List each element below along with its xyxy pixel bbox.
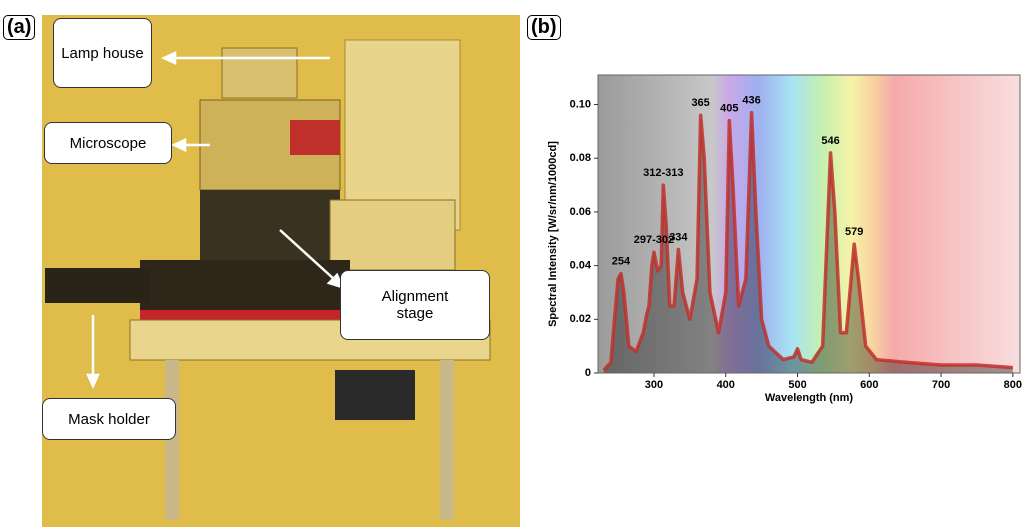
stage-block: [200, 190, 340, 265]
lamp-head: [221, 47, 298, 99]
x-tick-label: 400: [717, 379, 735, 391]
y-tick-label: 0.08: [570, 152, 591, 164]
y-tick-label: 0.04: [570, 260, 592, 272]
controller: [335, 370, 415, 420]
peak-label: 312-313: [643, 167, 683, 179]
peak-label: 334: [669, 231, 688, 243]
peak-label: 297-302: [634, 234, 674, 246]
x-tick-label: 500: [788, 379, 806, 391]
mask-holder: [45, 268, 150, 303]
peak-label: 436: [742, 94, 760, 106]
peak-label: 365: [691, 97, 709, 109]
x-tick-label: 600: [860, 379, 878, 391]
y-axis-label: Spectral Intensity [W/sr/nm/1000cd]: [547, 141, 559, 327]
x-tick-label: 700: [932, 379, 950, 391]
callout: Alignment stage: [340, 270, 490, 340]
y-tick-label: 0.02: [570, 313, 591, 325]
plot-frame: [597, 74, 1021, 374]
peak-label: 546: [821, 135, 839, 147]
peak-label: 579: [845, 226, 863, 238]
callout: Lamp house: [53, 18, 152, 88]
peak-label: 405: [720, 103, 738, 115]
x-tick-label: 300: [645, 379, 663, 391]
panel-label: (b): [527, 15, 561, 40]
y-tick-label: 0: [585, 367, 591, 379]
plot: 0 0.02 0.04 0.06 0.08 0.10 300 400 500 600 700 800 W…: [547, 74, 1022, 404]
red-panel: [290, 120, 340, 155]
area: [603, 112, 1013, 374]
callout: Microscope: [44, 122, 172, 164]
x-axis-label: Wavelength (nm): [765, 392, 854, 404]
control-panel: [329, 199, 456, 271]
callout: Mask holder: [42, 398, 176, 440]
y-tick-label: 0.06: [570, 206, 591, 218]
spectrum-background: [598, 75, 1020, 373]
table-leg: [165, 360, 179, 520]
peak-label: 254: [612, 256, 631, 268]
x-tick-label: 800: [1004, 379, 1022, 391]
panel-label: (a): [3, 15, 36, 40]
y-tick-label: 0.10: [570, 98, 591, 110]
arrows: [86, 51, 345, 390]
spectrum-line: [602, 110, 1013, 372]
table-leg: [440, 360, 454, 520]
